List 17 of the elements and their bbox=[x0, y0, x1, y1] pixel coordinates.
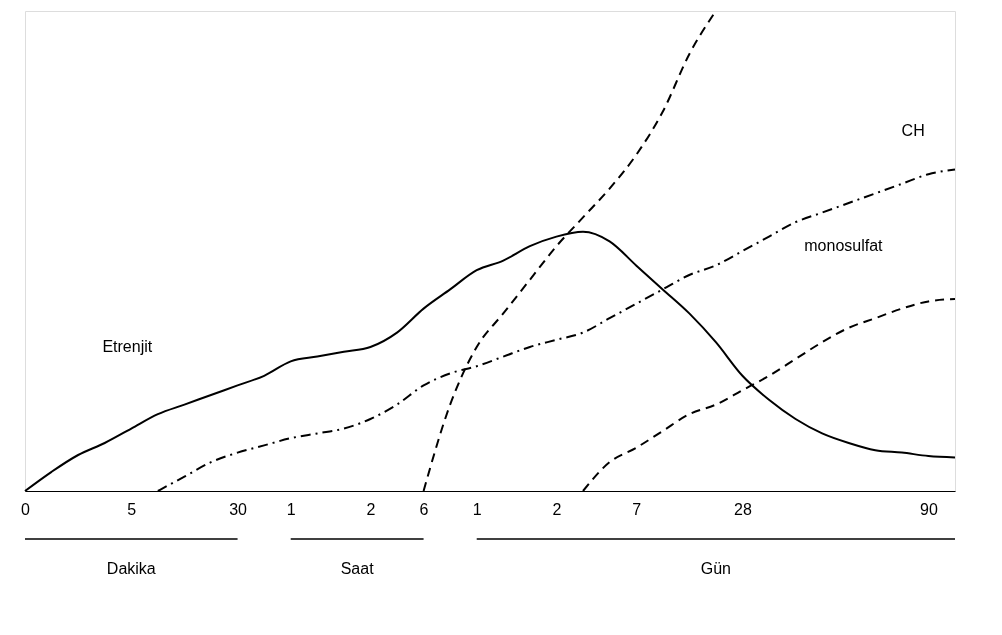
x-tick-label: 28 bbox=[734, 500, 752, 518]
text: Gün bbox=[700, 560, 731, 577]
x-tick-label: 90 bbox=[920, 500, 938, 518]
annotation: monosulfat bbox=[804, 237, 884, 255]
x-tick-label: 30 bbox=[229, 500, 248, 518]
annotation: Etrenjit bbox=[102, 338, 153, 355]
x-tick-label: 1 bbox=[472, 500, 482, 518]
x-tick-label: 0 bbox=[21, 500, 31, 518]
x-tick-label: 2 bbox=[552, 500, 562, 518]
annotation: CH bbox=[901, 122, 925, 139]
x-tick-label: 5 bbox=[127, 500, 137, 518]
text: Saat bbox=[340, 560, 375, 577]
x-tick-label: 7 bbox=[632, 500, 642, 518]
x-tick-label: 2 bbox=[366, 500, 376, 518]
x-tick-label: 6 bbox=[419, 500, 429, 518]
text: Dakika bbox=[106, 560, 156, 577]
x-tick-label: 1 bbox=[286, 500, 296, 518]
